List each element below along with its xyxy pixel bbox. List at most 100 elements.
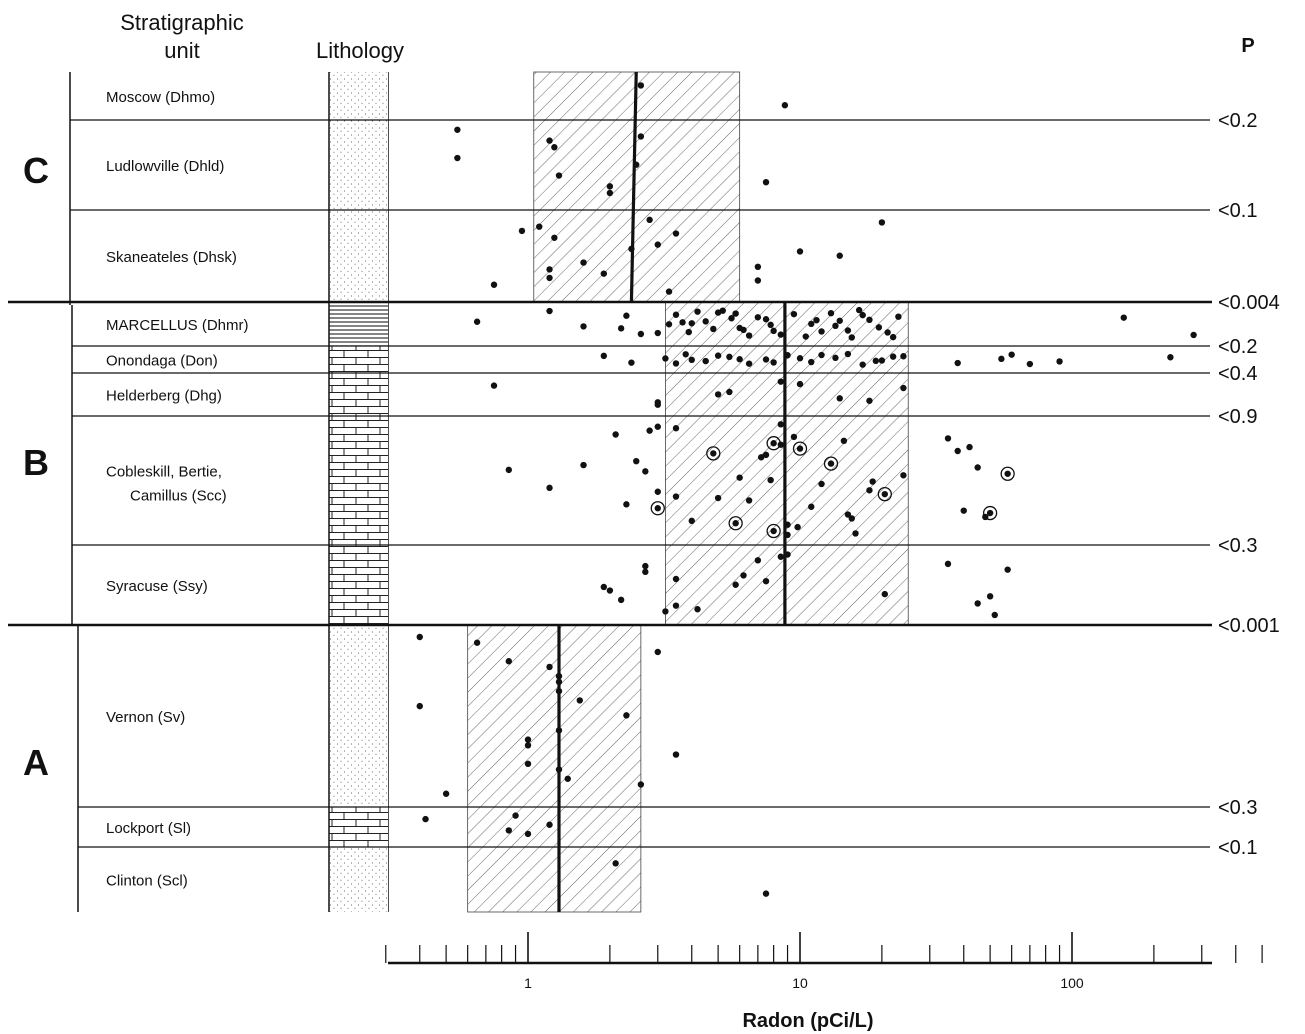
data-point [454, 126, 461, 133]
data-point [770, 327, 777, 335]
data-point [623, 712, 630, 719]
data-point [726, 388, 733, 396]
unit-label: Ludlowville (Dhld) [106, 158, 224, 175]
data-point [784, 521, 791, 528]
data-point [777, 421, 785, 428]
group-label-c: C [23, 150, 49, 191]
data-point [654, 329, 661, 337]
data-point [612, 860, 619, 867]
data-point [986, 593, 994, 600]
data-point [960, 507, 967, 514]
data-point [889, 333, 897, 341]
data-point [818, 480, 825, 488]
data-point [754, 314, 762, 321]
p-value-label: <0.9 [1218, 406, 1257, 428]
range-bands [467, 71, 909, 913]
data-point [982, 513, 989, 521]
unit-label: Lockport (Sl) [106, 820, 191, 837]
data-point [762, 316, 770, 323]
p-value-label: <0.4 [1218, 363, 1257, 385]
data-point [881, 590, 888, 598]
data-point [866, 397, 873, 404]
unit-label: Clinton (Scl) [106, 873, 188, 890]
lithology-segment [329, 625, 388, 807]
unit-label: MARCELLUS (Dhmr) [106, 317, 249, 334]
data-points [416, 82, 1197, 897]
data-point [745, 332, 753, 339]
p-heading: P [1241, 35, 1254, 57]
data-point [754, 263, 762, 271]
lithology-segment [329, 346, 388, 373]
data-point [866, 316, 873, 324]
data-point [770, 359, 777, 366]
data-point [654, 505, 661, 512]
data-point [900, 353, 907, 360]
data-point [848, 334, 855, 341]
unit-labels: Moscow (Dhmo) Ludlowville (Dhld) Skaneatel… [106, 89, 249, 890]
data-point [617, 596, 625, 604]
p-value-label: <0.004 [1218, 292, 1280, 314]
data-point [1008, 351, 1015, 358]
unit-label: Moscow (Dhmo) [106, 89, 215, 106]
lithology-segment [329, 807, 388, 847]
data-point [895, 313, 902, 320]
data-point [642, 562, 649, 570]
unit-label: Helderberg (Dhg) [106, 388, 222, 405]
data-point [555, 678, 563, 686]
data-point [794, 523, 801, 531]
data-point [796, 380, 804, 388]
data-point [551, 234, 558, 241]
data-point [726, 353, 733, 361]
data-point [1004, 470, 1011, 477]
data-point [646, 427, 653, 434]
p-value-label: <0.1 [1218, 837, 1257, 859]
data-point [490, 382, 498, 389]
data-point [745, 497, 753, 504]
data-point [654, 423, 661, 430]
data-point [612, 431, 619, 438]
data-point [878, 219, 886, 226]
range-band-a [467, 624, 642, 913]
data-point [555, 172, 563, 179]
data-point [840, 437, 848, 445]
data-point-ring [650, 501, 665, 516]
data-point [777, 553, 785, 560]
data-point [762, 577, 770, 585]
data-point [991, 611, 998, 619]
data-point-ring [766, 523, 781, 539]
data-point-ring [823, 456, 839, 471]
data-point [844, 350, 852, 358]
data-point [732, 581, 739, 588]
data-point [832, 354, 839, 362]
unit-label: Vernon (Sv) [106, 709, 185, 726]
data-point [646, 216, 653, 224]
data-point [808, 358, 815, 366]
data-point [672, 493, 680, 500]
data-point [974, 464, 981, 471]
x-tick-label: 1 [524, 975, 532, 991]
unit-label: Skaneateles (Dhsk) [106, 249, 237, 266]
data-point [654, 648, 661, 656]
data-point [546, 137, 553, 144]
data-point [790, 310, 798, 318]
data-point [524, 830, 532, 838]
data-point [702, 318, 709, 325]
data-point [694, 308, 701, 315]
data-point [762, 356, 770, 363]
data-point [672, 425, 680, 432]
data-point [736, 474, 743, 481]
data-point [732, 310, 739, 317]
data-point [1004, 566, 1011, 573]
data-point [422, 815, 429, 823]
p-value-label: <0.1 [1218, 200, 1257, 222]
data-point-ring [982, 505, 998, 521]
data-point [884, 329, 891, 336]
data-point [808, 503, 815, 510]
data-point [672, 751, 680, 758]
unit-label: Cobleskill, Bertie, [106, 464, 222, 481]
data-point [1190, 331, 1197, 339]
data-point [881, 490, 888, 498]
lithology-segment [329, 72, 388, 120]
data-point [859, 361, 866, 368]
data-point [606, 189, 614, 197]
